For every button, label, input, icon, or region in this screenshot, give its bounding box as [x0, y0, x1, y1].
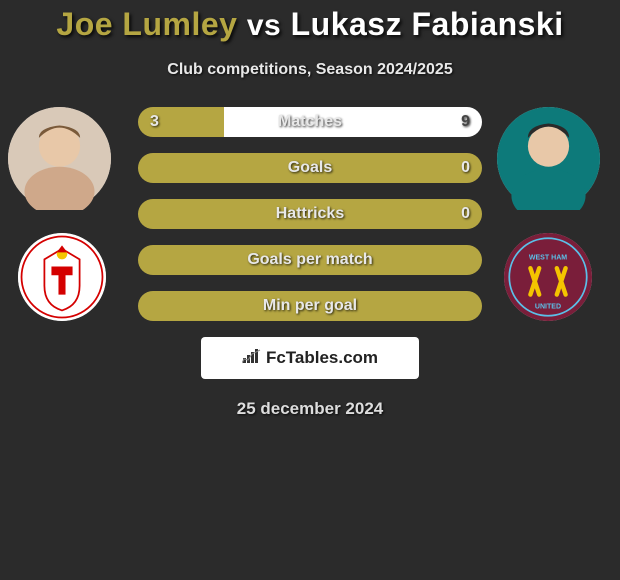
svg-text:UNITED: UNITED: [535, 304, 561, 311]
player-a-name: Joe Lumley: [56, 6, 237, 42]
stat-bar: Matches3 9: [138, 107, 482, 137]
player-b-avatar: [497, 107, 600, 210]
bar-label: Goals per match: [138, 245, 482, 275]
comparison-card: Joe Lumley vs Lukasz Fabianski Club comp…: [0, 0, 620, 79]
bar-value-right: 9: [461, 107, 470, 137]
player-b-name: Lukasz Fabianski: [291, 6, 564, 42]
bar-label: Goals: [138, 153, 482, 183]
stat-bar: Hattricks0: [138, 199, 482, 229]
bar-value-left: 3: [150, 107, 159, 137]
bar-value-right: 0: [461, 199, 470, 229]
stat-bars: Matches39Goals0Hattricks0Goals per match…: [138, 107, 482, 337]
page-title: Joe Lumley vs Lukasz Fabianski: [0, 0, 620, 43]
stat-bar: Min per goal: [138, 291, 482, 321]
player-a-avatar: [8, 107, 111, 210]
club-a-crest: [18, 233, 106, 321]
report-date: 25 december 2024: [0, 399, 620, 419]
stat-bar: Goals per match: [138, 245, 482, 275]
fctables-logo: FcTables.com: [201, 337, 419, 379]
subtitle: Club competitions, Season 2024/2025: [0, 61, 620, 79]
logo-text: FcTables.com: [266, 348, 378, 368]
bar-label: Hattricks: [138, 199, 482, 229]
vs-label: vs: [247, 9, 281, 42]
club-b-crest: WEST HAM UNITED: [504, 233, 592, 321]
bar-label: Min per goal: [138, 291, 482, 321]
bar-value-right: 0: [461, 153, 470, 183]
bar-label: Matches: [138, 107, 482, 137]
bar-chart-icon: [242, 348, 262, 369]
svg-text:WEST HAM: WEST HAM: [529, 254, 567, 261]
stat-bar: Goals0: [138, 153, 482, 183]
